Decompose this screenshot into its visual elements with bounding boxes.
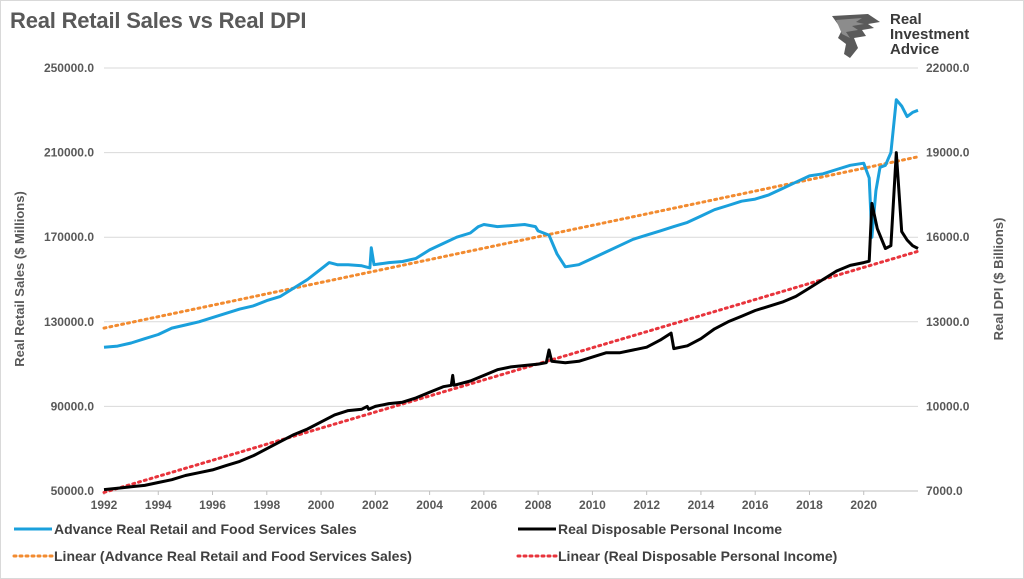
y-tick-label-left: 90000.0 bbox=[51, 399, 95, 413]
y-tick-label-right: 13000.0 bbox=[926, 315, 970, 329]
brand-line-3: Advice bbox=[890, 41, 940, 58]
y-tick-label-left: 170000.0 bbox=[44, 230, 94, 244]
y-tick-label-right: 16000.0 bbox=[926, 230, 970, 244]
gridlines bbox=[104, 67, 918, 407]
brand-line-2: Investment bbox=[890, 26, 970, 43]
legend: Advance Real Retail and Food Services Sa… bbox=[12, 521, 837, 564]
x-tick-label: 2018 bbox=[796, 498, 823, 512]
series-line-0 bbox=[103, 98, 919, 349]
x-tick-label: 2016 bbox=[742, 498, 769, 512]
x-axis-ticks: 1992 1994 1996 1998 2000 2002 2004 2006 2008 2010… bbox=[91, 491, 877, 512]
y-tick-label-right: 7000.0 bbox=[926, 484, 963, 498]
y-axis-title-left: Real Retail Sales ($ Millions) bbox=[12, 191, 27, 367]
x-tick-label: 1996 bbox=[199, 498, 226, 512]
x-tick-label: 2008 bbox=[525, 498, 552, 512]
eagle-head-logo-icon bbox=[832, 14, 880, 58]
series-line-1 bbox=[103, 151, 919, 492]
x-tick-label: 2014 bbox=[688, 498, 715, 512]
brand-line-1: Real bbox=[890, 11, 922, 28]
x-tick-label: 2006 bbox=[471, 498, 498, 512]
x-tick-label: 1998 bbox=[253, 498, 280, 512]
x-tick-label: 1994 bbox=[145, 498, 172, 512]
x-tick-label: 2020 bbox=[850, 498, 877, 512]
series-layer bbox=[102, 98, 920, 494]
y-tick-label-right: 22000.0 bbox=[926, 61, 970, 75]
y-tick-label-left: 50000.0 bbox=[51, 484, 95, 498]
legend-label: Real Disposable Personal Income bbox=[558, 521, 782, 537]
legend-label: Linear (Advance Real Retail and Food Ser… bbox=[54, 548, 412, 564]
x-tick-label: 2004 bbox=[416, 498, 443, 512]
y-tick-label-right: 19000.0 bbox=[926, 146, 970, 160]
legend-label: Linear (Real Disposable Personal Income) bbox=[558, 548, 837, 564]
x-tick-label: 2012 bbox=[633, 498, 660, 512]
x-tick-label: 2000 bbox=[308, 498, 335, 512]
legend-label: Advance Real Retail and Food Services Sa… bbox=[54, 521, 357, 537]
y-tick-label-right: 10000.0 bbox=[926, 399, 970, 413]
right-axis-ticks: 7000.0 10000.0 13000.0 16000.0 19000.0 22000.… bbox=[926, 61, 970, 498]
y-tick-label-left: 250000.0 bbox=[44, 61, 94, 75]
x-tick-label: 2010 bbox=[579, 498, 606, 512]
x-tick-label: 1992 bbox=[91, 498, 118, 512]
series-line-2 bbox=[102, 155, 920, 330]
brand-logo: Real Investment Advice bbox=[828, 8, 998, 64]
y-axis-title-right: Real DPI ($ Billions) bbox=[991, 218, 1006, 341]
x-tick-label: 2002 bbox=[362, 498, 389, 512]
y-tick-label-left: 130000.0 bbox=[44, 315, 94, 329]
left-axis-ticks: 50000.0 90000.0 130000.0 170000.0 210000.0 25… bbox=[44, 61, 94, 498]
series-line-3 bbox=[102, 249, 920, 494]
chart-title: Real Retail Sales vs Real DPI bbox=[10, 8, 307, 33]
y-tick-label-left: 210000.0 bbox=[44, 146, 94, 160]
